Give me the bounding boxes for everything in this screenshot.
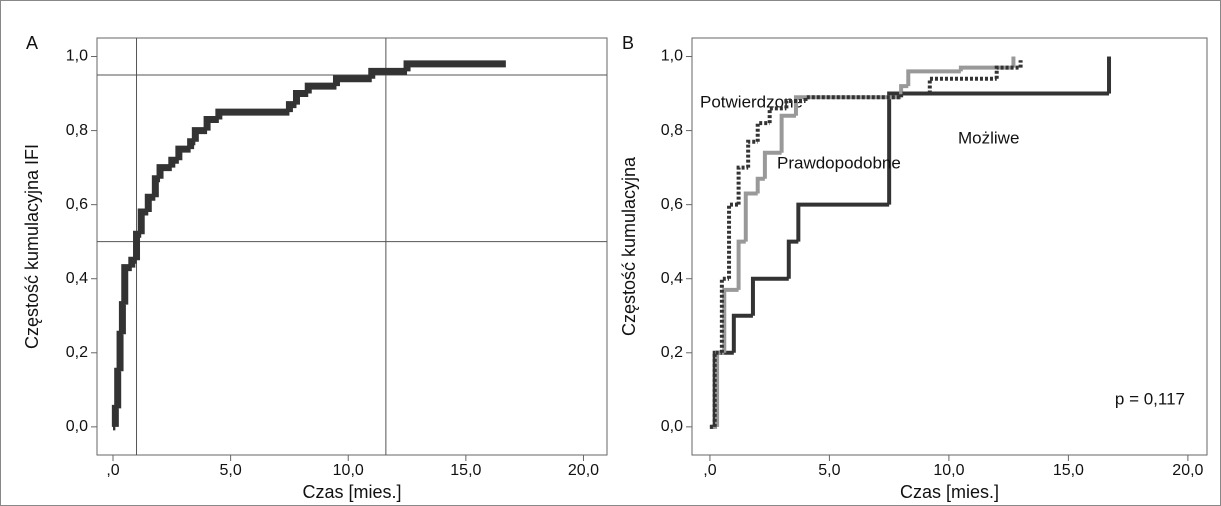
step-segment [332,75,372,87]
x-axis-label: Czas [mies.] [900,482,999,502]
step-segment [755,121,770,142]
step-segment [927,76,997,94]
plot-frame [96,37,608,456]
x-tick-label: 10,0 [933,462,964,479]
step-segment [191,127,208,142]
x-tick-label: 20,0 [568,462,599,479]
step-segment [712,350,734,427]
step-segment [736,239,746,290]
step-segment [803,95,902,101]
step-segment [762,150,782,179]
step-segment [215,108,290,120]
y-tick-label: 0,8 [661,122,683,139]
step-segment [786,239,799,279]
y-tick-label: 1,0 [66,48,88,65]
step-segment [203,115,219,131]
step-segment [292,90,309,105]
step-segment [899,91,930,98]
step-segment [767,106,787,124]
y-tick-label: 1,0 [661,48,683,65]
step-segment [137,208,149,235]
step-segment [156,164,172,179]
step-segment [304,82,337,94]
x-tick-label: ,0 [703,462,716,479]
step-segment [715,350,725,427]
step-segment [784,98,806,109]
x-tick-label: ,0 [106,462,119,479]
x-tick-label: 15,0 [1053,462,1084,479]
step-segment [746,139,758,168]
x-tick-label: 15,0 [450,462,481,479]
step-segment [779,113,796,153]
step-segment [743,191,758,242]
step-segment [368,67,408,79]
step-segment [793,95,902,116]
y-axis-label: Częstość kumulacyjna [619,156,639,336]
step-segment [958,65,1014,72]
step-segment [187,138,196,150]
step-segment [151,175,161,198]
step-segment [175,145,191,161]
y-tick-label: 0,6 [661,196,683,213]
y-tick-label: 0,2 [661,344,683,361]
step-segment [906,69,961,87]
x-tick-label: 20,0 [1172,462,1203,479]
x-axis-label: Czas [mies.] [302,482,401,502]
step-segment [111,404,119,427]
step-segment [118,301,126,335]
y-tick-label: 0,8 [66,122,88,139]
step-segment [727,202,739,279]
step-segment [887,91,1110,205]
step-segment [403,60,506,72]
annotation: p = 0,117 [1115,389,1185,408]
step-segment [128,256,137,268]
step-segment [116,330,124,372]
x-tick-label: 10,0 [333,462,364,479]
step-segment [736,165,749,205]
series-label: Prawdopodobne [777,153,901,172]
step-segment [750,276,789,316]
y-tick-label: 0,0 [66,418,88,435]
step-segment [144,193,156,213]
step-segment [168,156,179,168]
y-tick-label: 0,6 [66,196,88,213]
y-tick-label: 0,2 [66,344,88,361]
step-segment [285,101,297,113]
panel-label: B [622,33,634,53]
x-tick-label: 5,0 [818,462,840,479]
step-segment [899,84,909,98]
step-segment [114,367,122,409]
series-label: Możliwe [958,128,1019,147]
x-tick-label: 5,0 [219,462,241,479]
step-segment [133,230,142,261]
plot-frame [691,37,1208,456]
step-segment [994,65,1021,79]
panel-label: A [26,33,38,53]
y-tick-label: 0,0 [661,418,683,435]
step-segment [731,313,753,353]
y-tick-label: 0,4 [661,270,683,287]
step-segment [755,176,765,194]
step-segment [722,287,739,353]
y-axis-label: Częstość kumulacyjna IFI [22,144,42,349]
step-segment [796,202,890,242]
y-tick-label: 0,4 [66,270,88,287]
step-segment [121,264,132,305]
